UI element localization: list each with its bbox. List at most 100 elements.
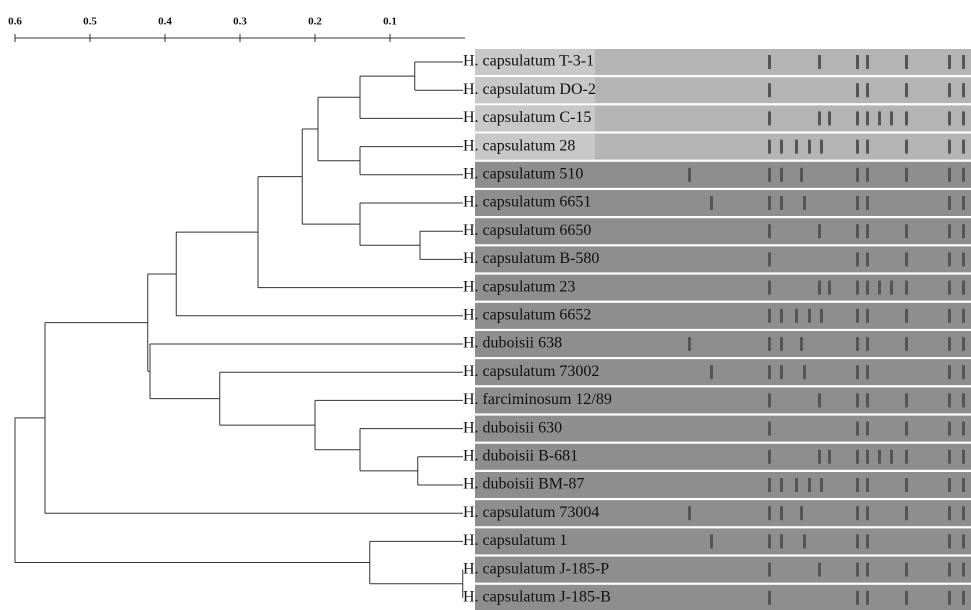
gel-band — [856, 422, 859, 436]
gel-band — [962, 365, 965, 379]
gel-band — [866, 168, 869, 182]
axis-tick-label: 0.5 — [83, 16, 97, 28]
gel-band — [795, 140, 798, 154]
gel-band — [962, 281, 965, 295]
leaf-label: H. capsulatum 23 — [463, 278, 575, 295]
gel-band — [866, 55, 869, 69]
axis-tick-label: 0.3 — [233, 16, 247, 28]
gel-band — [768, 83, 771, 97]
gel-band — [780, 168, 783, 182]
gel-band — [856, 563, 859, 577]
gel-band — [768, 591, 771, 605]
gel-band — [905, 506, 908, 520]
gel-band — [856, 309, 859, 323]
gel-band — [890, 450, 893, 464]
gel-band — [820, 140, 823, 154]
dendrogram: 0.60.50.40.30.20.1H. capsulatum T-3-1H. … — [0, 0, 971, 610]
gel-band — [688, 506, 691, 520]
leaf-label: H. farciminosum 12/89 — [463, 391, 612, 408]
gel-band — [808, 309, 811, 323]
leaf-label: H. capsulatum C-15 — [463, 109, 591, 126]
gel-band — [866, 111, 869, 125]
leaf-label: H. capsulatum T-3-1 — [463, 53, 594, 70]
gel-band — [948, 55, 951, 69]
leaf-label: H. capsulatum 6652 — [463, 306, 591, 323]
gel-band — [948, 309, 951, 323]
gel-band — [866, 224, 869, 238]
gel-band — [948, 83, 951, 97]
gel-band — [905, 309, 908, 323]
leaf-label: H. capsulatum 510 — [463, 165, 583, 182]
gel-band — [866, 591, 869, 605]
gel-band — [768, 534, 771, 548]
gel-band — [856, 450, 859, 464]
gel-band — [962, 111, 965, 125]
gel-band — [948, 224, 951, 238]
gel-band — [962, 83, 965, 97]
gel-band — [962, 168, 965, 182]
gel-band — [962, 196, 965, 210]
gel-band — [866, 450, 869, 464]
gel-band — [856, 506, 859, 520]
gel-band — [820, 309, 823, 323]
gel-band — [948, 534, 951, 548]
gel-band — [710, 534, 713, 548]
gel-band — [948, 563, 951, 577]
gel-band — [856, 534, 859, 548]
gel-band — [795, 309, 798, 323]
gel-band — [818, 55, 821, 69]
gel-band — [905, 111, 908, 125]
gel-band — [780, 196, 783, 210]
gel-band — [962, 422, 965, 436]
gel-band — [962, 252, 965, 266]
leaf-label: H. duboisii B-681 — [463, 447, 578, 464]
gel-band — [866, 534, 869, 548]
gel-band — [768, 281, 771, 295]
gel-band — [866, 506, 869, 520]
leaf-label: H. capsulatum 28 — [463, 137, 575, 154]
gel-band — [856, 281, 859, 295]
gel-band — [780, 309, 783, 323]
gel-band — [866, 337, 869, 351]
gel-band — [948, 393, 951, 407]
gel-band — [890, 281, 893, 295]
gel-band — [866, 478, 869, 492]
gel-band — [962, 563, 965, 577]
gel-band — [800, 506, 803, 520]
gel-band — [688, 168, 691, 182]
gel-band — [856, 252, 859, 266]
gel-band — [818, 563, 821, 577]
gel-band — [948, 168, 951, 182]
gel-band — [768, 140, 771, 154]
gel-band — [768, 55, 771, 69]
gel-band — [768, 224, 771, 238]
gel-band — [948, 365, 951, 379]
gel-band — [948, 196, 951, 210]
gel-band — [905, 224, 908, 238]
axis-tick-label: 0.1 — [383, 16, 397, 28]
gel-band — [856, 478, 859, 492]
gel-band — [768, 365, 771, 379]
gel-band — [962, 55, 965, 69]
gel-band — [866, 365, 869, 379]
gel-band — [866, 281, 869, 295]
gel-band — [962, 393, 965, 407]
gel-band — [948, 478, 951, 492]
gel-band — [768, 393, 771, 407]
gel-band — [768, 111, 771, 125]
gel-image — [475, 49, 971, 610]
gel-band — [828, 111, 831, 125]
gel-band — [866, 83, 869, 97]
gel-band — [768, 168, 771, 182]
gel-band — [795, 478, 798, 492]
gel-band — [948, 450, 951, 464]
gel-band — [866, 140, 869, 154]
gel-band — [962, 478, 965, 492]
gel-band — [803, 534, 806, 548]
gel-band — [768, 563, 771, 577]
gel-band — [856, 224, 859, 238]
axis-tick-label: 0.4 — [158, 16, 172, 28]
gel-band — [905, 591, 908, 605]
gel-band — [780, 140, 783, 154]
leaf-label: H. capsulatum B-580 — [463, 250, 599, 267]
